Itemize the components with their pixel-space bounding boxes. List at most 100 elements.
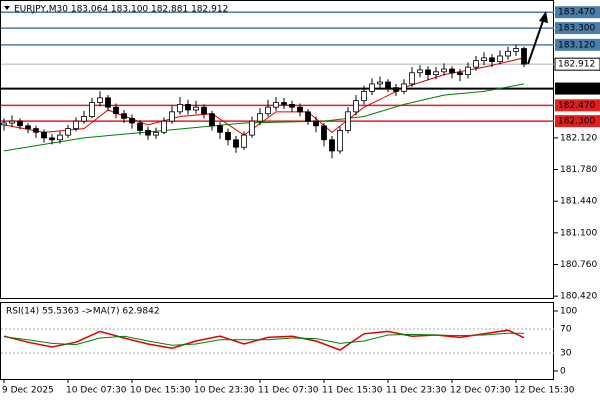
candle-body xyxy=(281,102,287,105)
rsi-line xyxy=(3,329,525,351)
rsi-title: RSI(14) 55.5363 ->MA(7) 62.9842 xyxy=(6,307,160,317)
candle-body xyxy=(225,131,231,141)
candle-body xyxy=(473,60,479,68)
rsi-tick-label: 30 xyxy=(560,349,572,359)
candle-body xyxy=(345,111,351,131)
candle-body xyxy=(409,72,415,85)
candle-body xyxy=(57,134,63,141)
candle-body xyxy=(241,134,247,148)
y-tick-label: 181.440 xyxy=(560,197,597,207)
candle-body xyxy=(185,103,191,111)
candle-body xyxy=(121,113,127,119)
candle-body xyxy=(249,120,255,136)
y-tick-label: 181.780 xyxy=(560,165,597,175)
candle-body xyxy=(441,68,447,73)
level-label-box xyxy=(555,99,600,112)
level-label-box xyxy=(555,82,600,95)
candle-body xyxy=(313,120,319,127)
rsi-line xyxy=(3,332,525,346)
candle-body xyxy=(129,117,135,124)
level-label: 182.650 xyxy=(558,84,595,94)
x-tick-label: 11 Dec 15:30 xyxy=(322,386,383,396)
candle-body xyxy=(305,111,311,122)
candle-body xyxy=(33,128,39,133)
rsi-tick-label: 100 xyxy=(560,307,577,317)
candle-body xyxy=(377,81,383,85)
rsi-panel xyxy=(0,302,554,380)
candle-body xyxy=(233,139,239,148)
x-tick-label: 12 Dec 15:30 xyxy=(514,386,575,396)
x-tick-label: 12 Dec 07:30 xyxy=(450,386,511,396)
candle-body xyxy=(209,113,215,127)
rsi-tick-label: 70 xyxy=(560,325,572,335)
candle-body xyxy=(505,50,511,57)
level-label-box xyxy=(555,115,600,128)
candle-body xyxy=(497,55,503,62)
x-tick-label: 11 Dec 07:30 xyxy=(258,386,319,396)
candle-body xyxy=(401,83,407,92)
level-label: 183.120 xyxy=(558,40,595,50)
candle-body xyxy=(113,106,119,115)
y-tick-label: 180.760 xyxy=(560,260,597,270)
candle-body xyxy=(489,57,495,62)
candle-body xyxy=(73,120,79,129)
main-panel xyxy=(0,0,554,299)
candle-body xyxy=(353,100,359,113)
candle-body xyxy=(137,122,143,131)
candle-body xyxy=(273,102,279,108)
candle-body xyxy=(521,48,527,65)
candle-body xyxy=(169,111,175,122)
menu-icon xyxy=(4,6,10,10)
candle-body xyxy=(105,97,111,108)
candle-body xyxy=(177,103,183,113)
candle-body xyxy=(457,72,463,76)
candle-body xyxy=(17,120,23,127)
level-label: 183.300 xyxy=(558,24,595,34)
candle-body xyxy=(369,83,375,92)
level-label-box xyxy=(554,57,600,71)
candle-body xyxy=(513,48,519,52)
candle-body xyxy=(89,102,95,117)
y-tick-label: 182.120 xyxy=(560,133,597,143)
main-plot xyxy=(1,11,554,159)
candle-body xyxy=(97,97,103,103)
level-label: 182.470 xyxy=(558,101,595,111)
candle-body xyxy=(433,71,439,76)
candle-body xyxy=(385,81,391,89)
level-label: 183.470 xyxy=(558,8,595,18)
level-label-box xyxy=(555,6,600,19)
rsi-plot xyxy=(1,310,558,372)
candle-body xyxy=(425,69,431,76)
candle-body xyxy=(393,87,399,92)
candle-body xyxy=(321,125,327,141)
candle-body xyxy=(361,90,367,102)
annotation-arrow xyxy=(527,11,548,65)
x-tick-label: 10 Dec 07:30 xyxy=(66,386,127,396)
candle-body xyxy=(161,120,167,133)
y-tick-label: 181.100 xyxy=(560,228,597,238)
candle-body xyxy=(449,68,455,74)
candle-body xyxy=(337,130,343,152)
level-label: 182.912 xyxy=(558,60,595,70)
candle-body xyxy=(257,113,263,122)
candle-body xyxy=(265,106,271,115)
candle-body xyxy=(217,125,223,133)
y-tick-label: 180.420 xyxy=(560,292,597,302)
candle-body xyxy=(297,106,303,113)
level-label-box xyxy=(555,22,600,35)
x-tick-label: 11 Dec 23:30 xyxy=(386,386,447,396)
candle-body xyxy=(145,130,151,136)
candle-body xyxy=(65,128,71,136)
chart-title: EURJPY,M30 183.064 183.100 182.881 182.9… xyxy=(14,5,228,15)
candle-body xyxy=(1,122,7,126)
candle-body xyxy=(81,116,87,122)
candle-body xyxy=(9,120,15,124)
candle-body xyxy=(41,131,47,139)
level-label-box xyxy=(555,38,600,51)
x-tick-label: 9 Dec 2025 xyxy=(2,386,54,396)
moving-average xyxy=(3,83,525,152)
level-label: 182.300 xyxy=(558,117,595,127)
candle-body xyxy=(25,125,31,129)
candle-body xyxy=(481,57,487,62)
candle-body xyxy=(193,106,199,111)
